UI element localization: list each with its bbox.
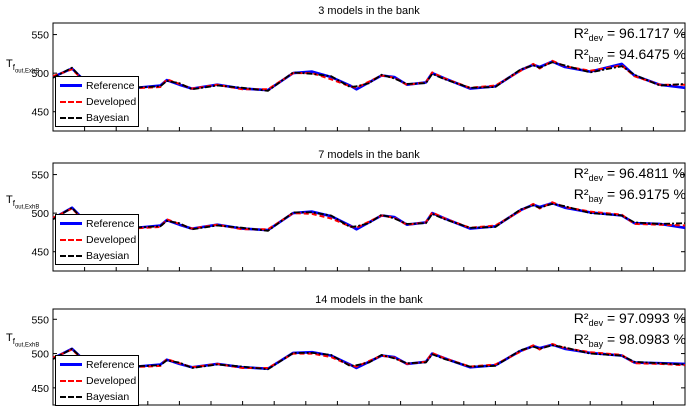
legend-item-developed: Developed [60, 94, 136, 109]
series-line-bayesian [52, 203, 686, 232]
r2-dev: R²dev = 96.1717 % [573, 25, 686, 43]
r2-bay: R²bay = 94.6475 % [573, 46, 686, 64]
legend-label: Reference [86, 79, 135, 92]
y-axis-label: Tfout,ExhB [6, 194, 40, 211]
legend-label: Bayesian [86, 111, 130, 124]
legend-item-reference: Reference [60, 78, 134, 93]
legend-label: Developed [86, 95, 137, 108]
legend-label: Bayesian [86, 249, 130, 262]
bayesian-line-swatch [60, 116, 82, 119]
r2-bay: R²bay = 96.9175 % [573, 186, 686, 204]
legend-item-bayesian: Bayesian [60, 110, 129, 125]
chart-panel-3: 14 models in the bank 450 500 550 Tfout,Ex… [0, 272, 688, 407]
reference-line-swatch [60, 363, 82, 366]
legend-label: Developed [86, 233, 137, 246]
legend-item-reference: Reference [60, 216, 134, 231]
reference-line-swatch [60, 84, 82, 87]
r2-dev: R²dev = 97.0993 % [573, 310, 686, 328]
legend: Reference Developed Bayesian [55, 355, 139, 406]
legend-label: Reference [86, 358, 135, 371]
plot-area: 450 500 550 [31, 308, 686, 406]
developed-line-swatch [60, 379, 82, 382]
legend-item-bayesian: Bayesian [60, 248, 129, 263]
y-tick-label: 450 [31, 107, 49, 119]
r2-annotation: R²dev = 97.0993 % R²bay = 98.0983 % [574, 310, 686, 352]
developed-line-swatch [60, 238, 82, 241]
legend-item-reference: Reference [60, 357, 134, 372]
y-tick-label: 550 [31, 30, 49, 42]
y-tick-label: 450 [31, 247, 49, 259]
r2-bay: R²bay = 98.0983 % [573, 331, 686, 349]
y-tick-label: 500 [31, 349, 49, 361]
legend: Reference Developed Bayesian [55, 76, 139, 127]
y-tick-label: 450 [31, 383, 49, 395]
chart-title: 3 models in the bank [318, 5, 420, 17]
legend-label: Developed [86, 374, 137, 387]
bayesian-line-swatch [60, 254, 82, 257]
series-line-bayesian [52, 61, 686, 92]
reference-line-swatch [60, 222, 82, 225]
plot-area: 450 500 550 [31, 162, 686, 272]
r2-annotation: R²dev = 96.1717 % R²bay = 94.6475 % [574, 25, 686, 67]
y-tick-label: 550 [31, 314, 49, 326]
series-line-bayesian [52, 344, 686, 371]
legend: Reference Developed Bayesian [55, 214, 139, 265]
y-axis-label: Tfout,ExhB [6, 332, 40, 349]
y-axis-label: Tfout,ExhB [6, 58, 40, 75]
series-line-reference [52, 201, 686, 232]
chart-panel-1: 3 models in the bank Tfout,ExhB 450 500 55… [0, 0, 688, 135]
r2-dev: R²dev = 96.4811 % [573, 165, 685, 183]
bayesian-line-swatch [60, 395, 82, 398]
legend-item-developed: Developed [60, 232, 136, 247]
y-tick-label: 500 [31, 68, 49, 80]
legend-label: Bayesian [86, 390, 130, 403]
legend-label: Reference [86, 217, 135, 230]
chart-title: 7 models in the bank [318, 149, 420, 161]
y-tick-label: 500 [31, 208, 49, 220]
legend-item-developed: Developed [60, 373, 136, 388]
y-tick-label: 550 [31, 170, 49, 182]
developed-line-swatch [60, 100, 82, 103]
plot-area: 450 500 550 [31, 22, 686, 132]
r2-annotation: R²dev = 96.4811 % R²bay = 96.9175 % [574, 165, 686, 207]
chart-panel-2: 7 models in the bank 450 500 550 Tfout,Exh… [0, 136, 688, 272]
chart-title: 14 models in the bank [315, 294, 423, 306]
legend-item-bayesian: Bayesian [60, 389, 129, 404]
